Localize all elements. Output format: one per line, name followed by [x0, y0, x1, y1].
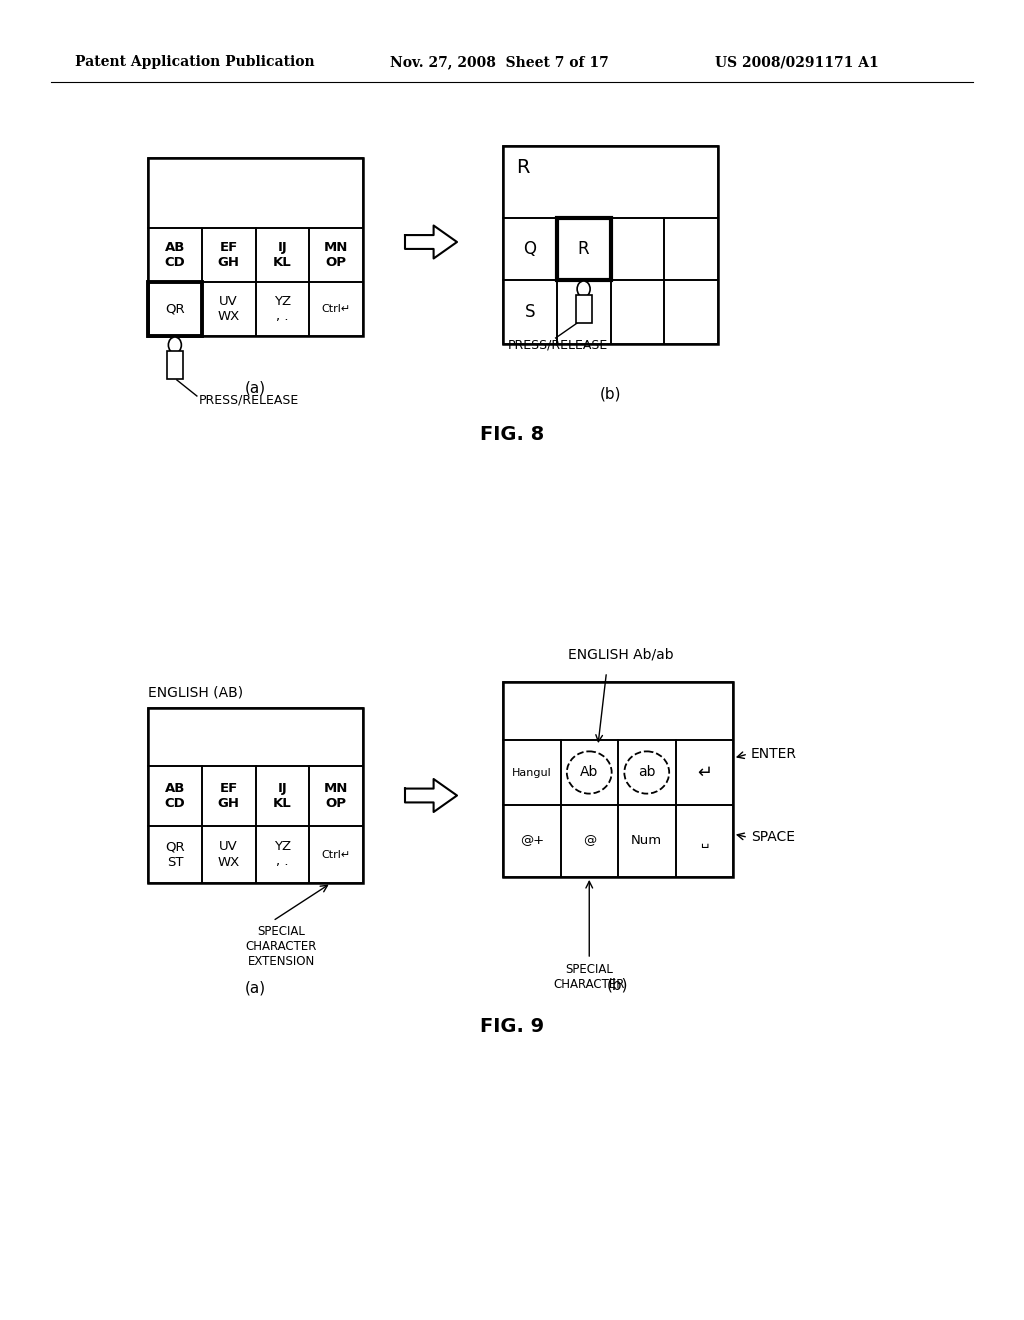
- Bar: [202, 766, 256, 826]
- Text: IJ
KL: IJ KL: [273, 781, 292, 810]
- Text: UV
WX: UV WX: [217, 841, 240, 869]
- Ellipse shape: [168, 337, 181, 352]
- Text: Ctrl↵: Ctrl↵: [322, 304, 351, 314]
- Bar: [560, 805, 618, 876]
- Text: ␣: ␣: [700, 834, 709, 847]
- Text: QR: QR: [165, 302, 184, 315]
- Bar: [503, 147, 718, 345]
- Text: Nov. 27, 2008  Sheet 7 of 17: Nov. 27, 2008 Sheet 7 of 17: [390, 55, 608, 69]
- Text: R: R: [578, 240, 590, 257]
- Text: S: S: [524, 304, 536, 321]
- Bar: [309, 228, 362, 282]
- Bar: [575, 294, 592, 323]
- Text: IJ
KL: IJ KL: [273, 242, 292, 269]
- Text: Q: Q: [523, 240, 537, 257]
- Text: @: @: [583, 834, 596, 847]
- Text: MN
OP: MN OP: [324, 781, 348, 810]
- Text: SPECIAL
CHARACTER
EXTENSION: SPECIAL CHARACTER EXTENSION: [246, 925, 317, 968]
- Bar: [618, 805, 676, 876]
- Bar: [503, 218, 557, 280]
- Text: FIG. 8: FIG. 8: [480, 425, 544, 444]
- Polygon shape: [406, 779, 457, 812]
- Bar: [256, 826, 309, 883]
- Bar: [309, 766, 362, 826]
- Text: Hangul: Hangul: [512, 767, 552, 777]
- Bar: [503, 741, 560, 805]
- Text: (b): (b): [607, 978, 629, 993]
- Bar: [202, 826, 256, 883]
- Bar: [148, 228, 202, 282]
- Bar: [256, 228, 309, 282]
- Text: AB
CD: AB CD: [165, 781, 185, 810]
- Bar: [503, 147, 718, 218]
- Bar: [676, 805, 733, 876]
- Text: FIG. 9: FIG. 9: [480, 1018, 544, 1036]
- Bar: [610, 218, 665, 280]
- Bar: [503, 682, 733, 741]
- Bar: [610, 280, 665, 345]
- Text: SPACE: SPACE: [751, 830, 795, 845]
- Bar: [148, 282, 202, 337]
- Text: QR
ST: QR ST: [165, 841, 184, 869]
- Bar: [503, 280, 557, 345]
- Text: AB
CD: AB CD: [165, 242, 185, 269]
- Bar: [256, 766, 309, 826]
- Text: (a): (a): [245, 380, 266, 396]
- Text: SPECIAL
CHARACTER: SPECIAL CHARACTER: [554, 964, 625, 991]
- Bar: [309, 282, 362, 337]
- Ellipse shape: [578, 281, 590, 297]
- Text: Num: Num: [631, 834, 663, 847]
- Bar: [665, 280, 718, 345]
- Bar: [557, 218, 610, 280]
- Text: US 2008/0291171 A1: US 2008/0291171 A1: [715, 55, 879, 69]
- Bar: [557, 218, 610, 280]
- Bar: [148, 158, 362, 228]
- Text: ENGLISH Ab/ab: ENGLISH Ab/ab: [568, 648, 674, 663]
- Bar: [309, 826, 362, 883]
- Bar: [148, 826, 202, 883]
- Bar: [256, 282, 309, 337]
- Text: Ctrl↵: Ctrl↵: [322, 850, 351, 859]
- Text: UV
WX: UV WX: [217, 294, 240, 323]
- Text: PRESS/RELEASE: PRESS/RELEASE: [199, 393, 299, 407]
- Text: ENTER: ENTER: [751, 747, 797, 762]
- Bar: [618, 741, 676, 805]
- Bar: [148, 158, 362, 337]
- Bar: [167, 351, 183, 379]
- Text: Ab: Ab: [580, 766, 598, 780]
- Text: (a): (a): [245, 981, 266, 995]
- Bar: [503, 805, 560, 876]
- Bar: [202, 282, 256, 337]
- Bar: [676, 741, 733, 805]
- Text: EF
GH: EF GH: [218, 781, 240, 810]
- Polygon shape: [406, 226, 457, 259]
- Bar: [560, 741, 618, 805]
- Text: EF
GH: EF GH: [218, 242, 240, 269]
- Text: PRESS/RELEASE: PRESS/RELEASE: [508, 338, 608, 351]
- Text: Patent Application Publication: Patent Application Publication: [75, 55, 314, 69]
- Text: ↵: ↵: [696, 763, 712, 781]
- Bar: [202, 228, 256, 282]
- Bar: [557, 280, 610, 345]
- Text: @+: @+: [520, 834, 544, 847]
- Text: YZ
, .: YZ , .: [273, 294, 291, 323]
- Text: ENGLISH (AB): ENGLISH (AB): [148, 685, 243, 700]
- Bar: [148, 708, 362, 766]
- Bar: [503, 682, 733, 876]
- Text: MN
OP: MN OP: [324, 242, 348, 269]
- Text: (b): (b): [600, 387, 622, 401]
- Text: ab: ab: [638, 766, 655, 780]
- Bar: [148, 708, 362, 883]
- Text: R: R: [516, 158, 529, 177]
- Bar: [665, 218, 718, 280]
- Bar: [148, 766, 202, 826]
- Text: YZ
, .: YZ , .: [273, 841, 291, 869]
